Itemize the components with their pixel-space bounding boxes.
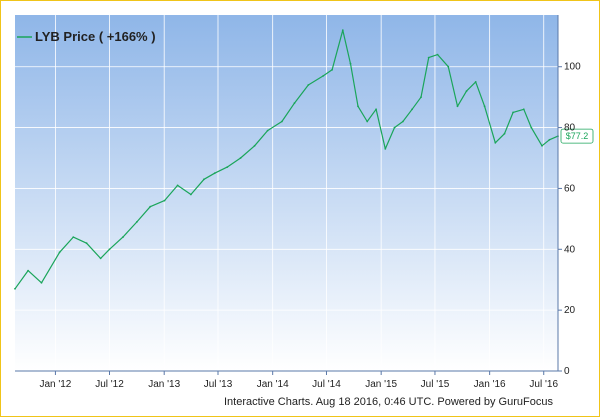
data-point [281,120,283,123]
footer-text: Interactive Charts. Aug 18 2016, 0:46 UT… [224,396,553,408]
data-point [420,96,422,99]
data-point [447,65,450,68]
data-point [226,166,229,169]
data-point [266,129,269,132]
data-point [541,144,543,147]
data-point [253,144,256,147]
data-point [341,29,344,32]
y-tick-label: 0 [564,366,570,377]
data-point [136,221,138,223]
data-point [494,141,497,144]
x-tick-label: Jan '12 [39,379,71,390]
data-point [322,75,325,77]
y-tick-label: 20 [564,305,576,316]
data-point [503,132,506,135]
data-point [402,120,404,123]
x-tick-label: Jan '14 [257,379,289,390]
data-point [465,90,468,92]
data-point [375,108,377,111]
data-point [108,248,111,251]
x-tick-label: Jul '13 [204,379,233,390]
legend[interactable]: LYB Price ( +166% ) [17,29,156,44]
data-point [411,108,413,111]
data-point [163,199,166,202]
axes-layer: Jan '12 Jul '12 Jan '13 Jul '13 Jan '14 Jul '… [15,15,581,390]
data-point [357,105,359,108]
x-tick-label: Jan '16 [474,379,506,390]
x-tick-label: Jul '15 [421,379,450,390]
data-point [474,81,477,83]
data-point [307,84,310,86]
data-point [436,53,439,56]
x-tick-label: Jan '15 [365,379,397,390]
series-line [14,29,559,290]
series-layer: $77.2 [14,29,594,290]
data-point [393,126,396,129]
data-point [176,184,179,187]
data-point [530,126,533,129]
data-point [522,108,525,111]
plot-background [15,15,558,371]
data-point [213,172,216,175]
data-point [483,105,486,108]
data-point [40,281,43,284]
data-point [27,269,29,272]
y-tick-label: 100 [564,62,581,73]
data-point [293,102,296,105]
data-point [548,138,551,141]
y-tick-label: 60 [564,183,576,194]
data-point [512,111,514,114]
data-point [72,236,75,239]
data-point [239,157,242,159]
data-point [14,287,16,290]
data-point [122,236,124,239]
data-point [99,257,102,260]
data-point [58,251,61,254]
grid-lines [15,15,558,372]
data-point [203,178,205,181]
data-point [384,148,387,150]
x-tick-label: Jul '14 [312,379,341,390]
data-point [85,242,88,245]
y-tick-label: 40 [564,244,576,255]
data-point [331,68,333,71]
x-tick-label: Jan '13 [148,379,180,390]
data-point [349,62,352,65]
data-point [427,56,430,59]
x-tick-label: Jul '12 [95,379,124,390]
data-point [190,193,192,196]
last-value-box [560,128,594,144]
data-point [366,120,369,123]
last-value-tag: $77.2 [560,128,594,144]
x-tick-label: Jul '16 [529,379,558,390]
last-value-label: $77.2 [566,131,589,141]
y-tick-label: 80 [564,123,576,134]
data-point [149,205,152,208]
data-point [456,105,459,108]
legend-label: LYB Price ( +166% ) [35,29,156,44]
